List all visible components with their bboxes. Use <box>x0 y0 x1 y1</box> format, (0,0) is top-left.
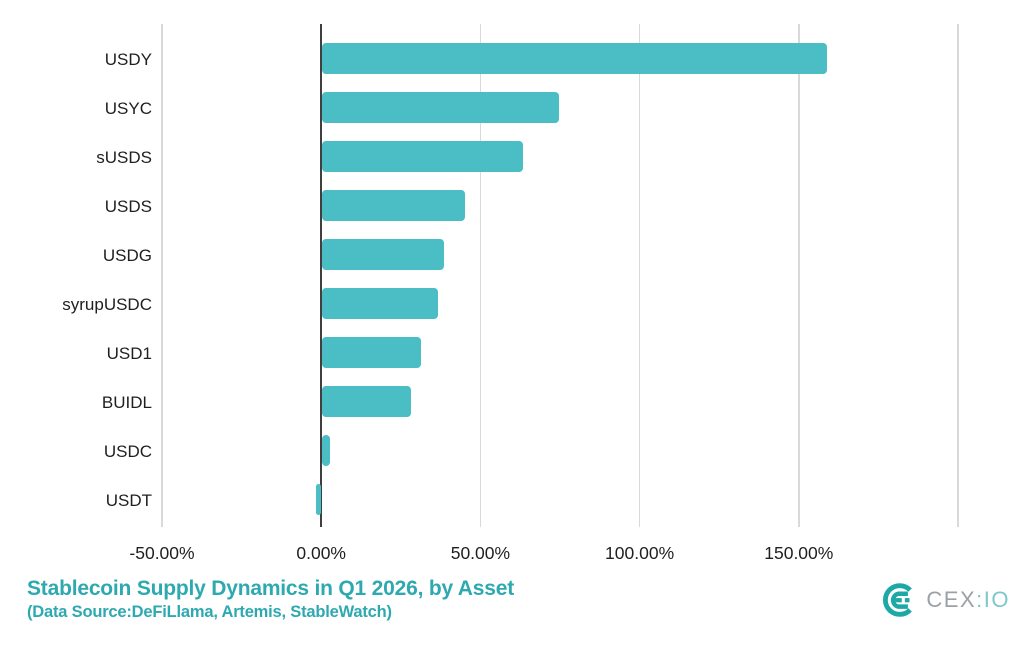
bar-USDC <box>322 435 331 466</box>
bar-USYC <box>322 92 559 123</box>
logo-text-cex: CEX <box>926 587 977 612</box>
cexio-mark-icon <box>881 581 919 619</box>
x-gridline <box>798 24 800 527</box>
chart-title: Stablecoin Supply Dynamics in Q1 2026, b… <box>27 577 515 600</box>
zero-axis-line <box>320 24 323 527</box>
bar-USDG <box>322 239 445 270</box>
x-tick-label: 100.00% <box>605 543 675 563</box>
category-label-USD1: USD1 <box>106 343 152 363</box>
cexio-logo-text: CEX:IO <box>926 587 1010 613</box>
x-gridline <box>638 24 641 527</box>
bar-BUIDL <box>322 386 412 417</box>
x-tick-label: 0.00% <box>296 543 346 563</box>
category-label-USDT: USDT <box>105 490 152 510</box>
category-label-syrupUSDC: syrupUSDC <box>62 294 152 314</box>
bar-USDT <box>315 484 322 515</box>
chart-subtitle: (Data Source:DeFiLlama, Artemis, StableW… <box>27 603 392 621</box>
bar-USD1 <box>322 337 421 368</box>
logo-text-io: :IO <box>976 587 1010 612</box>
x-gridline <box>479 24 482 527</box>
category-label-BUIDL: BUIDL <box>101 392 152 412</box>
chart-footer: Stablecoin Supply Dynamics in Q1 2026, b… <box>0 575 1024 648</box>
x-tick-label: 50.00% <box>450 543 511 563</box>
category-label-sUSDS: sUSDS <box>96 147 152 167</box>
bar-USDY <box>322 43 828 74</box>
category-label-USDS: USDS <box>104 196 152 216</box>
stablecoin-supply-bar-chart: -50.00% 0.00% 50.00% 100.00% 150.00% USDY USYC… <box>62 24 959 563</box>
cexio-logo: CEX:IO <box>881 581 1010 619</box>
category-label-USYC: USYC <box>104 98 152 118</box>
x-gridline <box>957 24 959 527</box>
x-gridline <box>161 24 163 527</box>
category-label-USDC: USDC <box>103 441 152 461</box>
category-label-USDG: USDG <box>102 245 152 265</box>
bar-sUSDS <box>322 141 523 172</box>
x-tick-label: -50.00% <box>129 543 195 563</box>
category-label-USDY: USDY <box>104 49 152 69</box>
bar-syrupUSDC <box>322 288 439 319</box>
bar-USDS <box>322 190 465 221</box>
x-tick-label: 150.00% <box>764 543 834 563</box>
